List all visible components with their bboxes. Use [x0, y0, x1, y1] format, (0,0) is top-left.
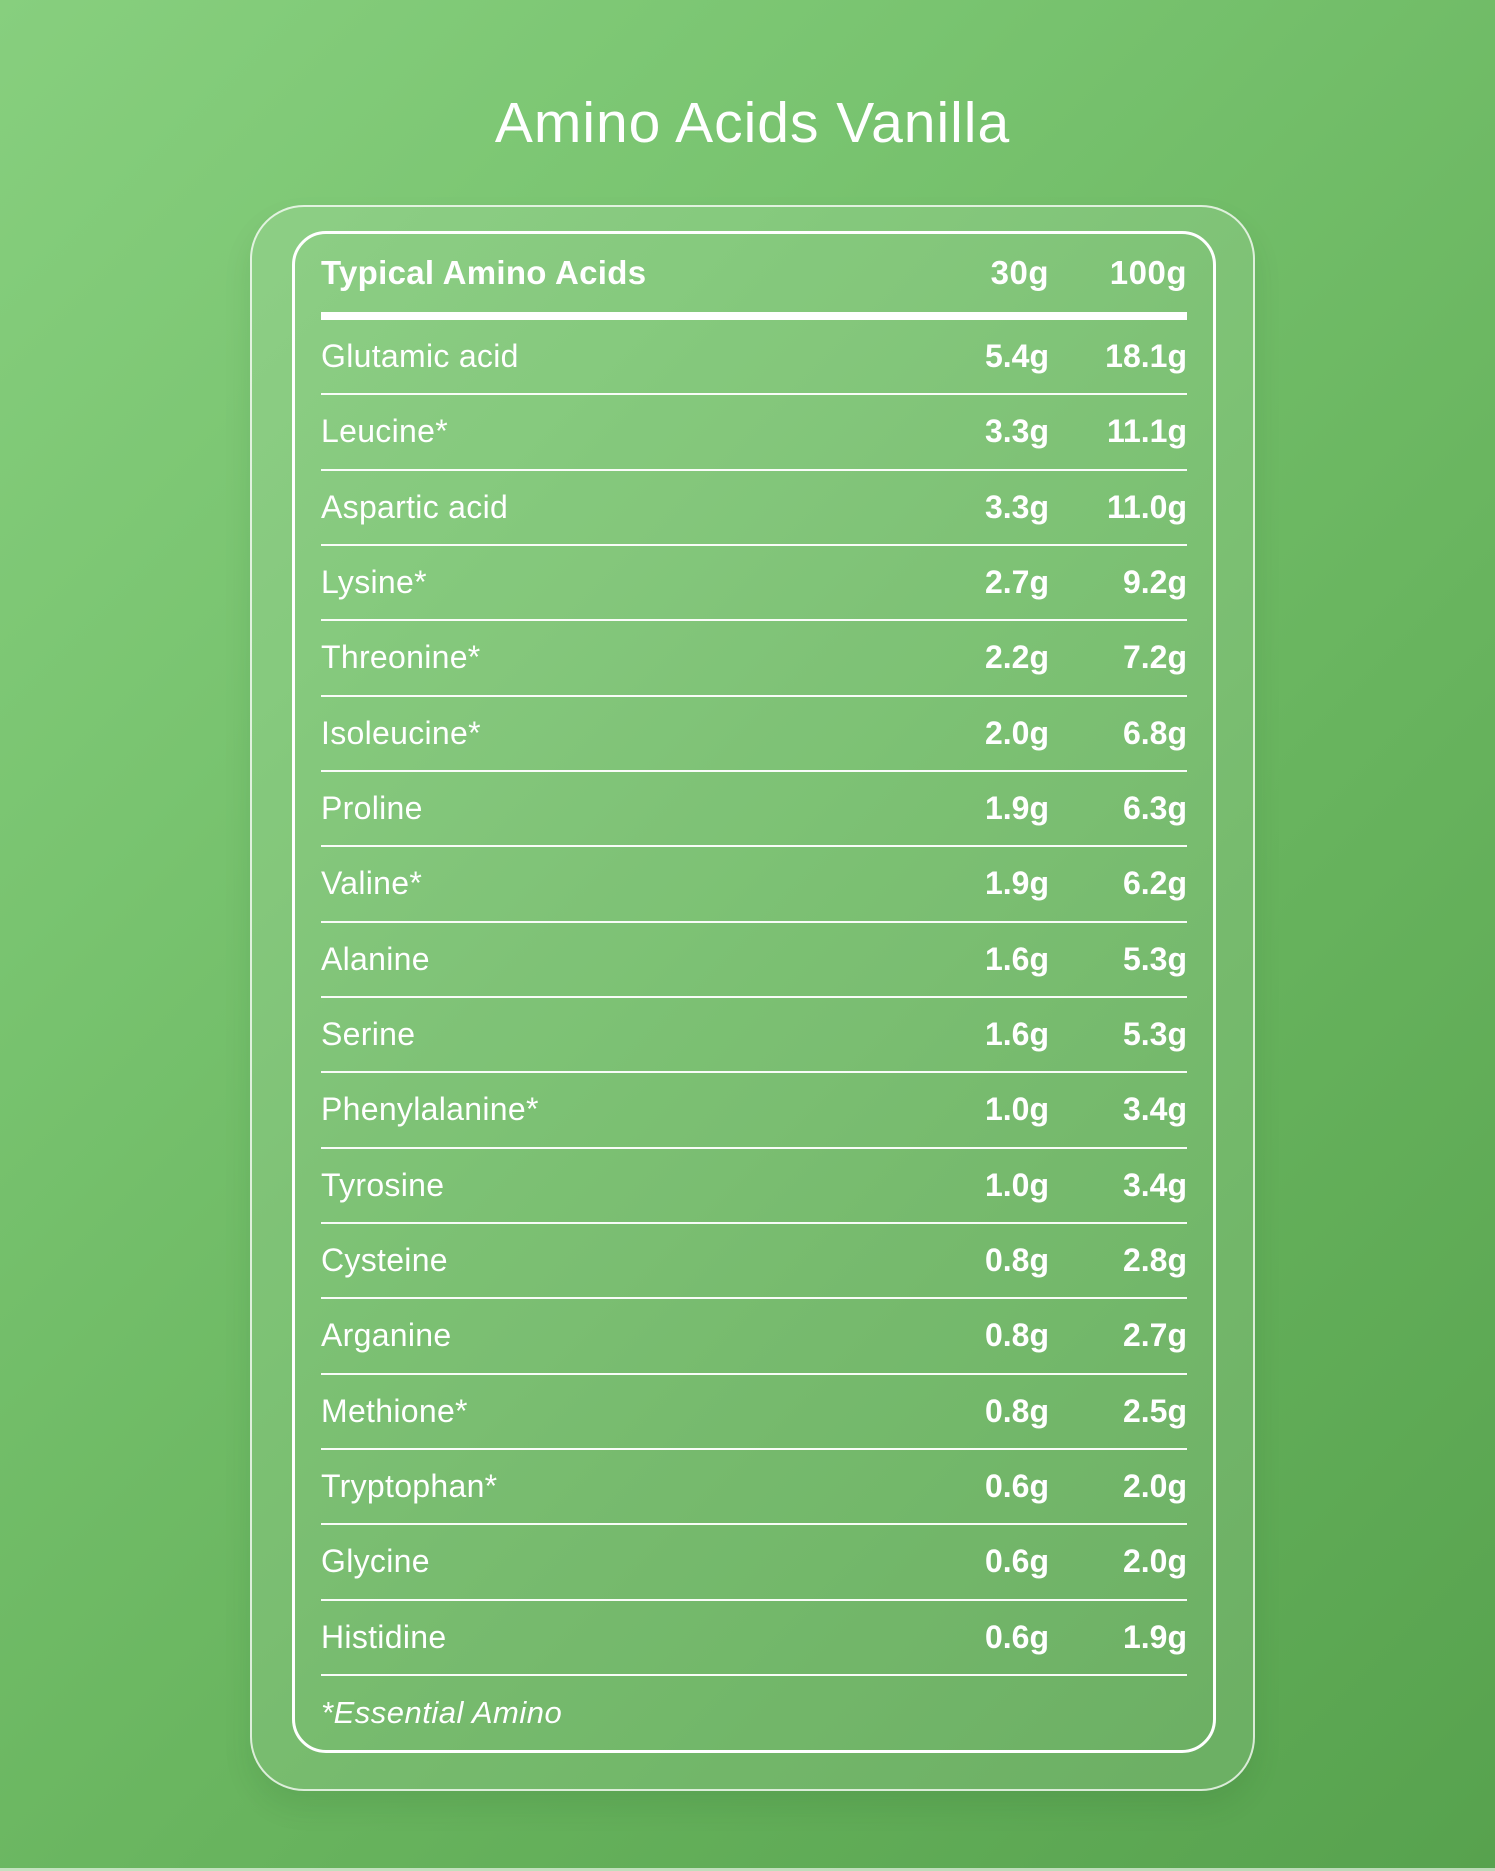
value-100g: 5.3g: [1122, 940, 1187, 977]
amino-acid-name: Methione*: [321, 1392, 468, 1429]
value-100g: 18.1g: [1105, 338, 1187, 375]
table-row: Aspartic acid 3.3g 11.0g: [321, 468, 1187, 544]
table-body: Glutamic acid 5.4g 18.1g Leucine* 3.3g 1…: [321, 320, 1187, 1674]
column-header-30g: 30g: [990, 254, 1049, 291]
amino-acid-name: Proline: [321, 790, 423, 827]
table-row: Arganine 0.8g 2.7g: [321, 1297, 1187, 1372]
header-divider: [321, 312, 1187, 320]
value-30g: 1.6g: [984, 1016, 1049, 1053]
value-100g: 2.7g: [1122, 1317, 1187, 1354]
table-row: Threonine* 2.2g 7.2g: [321, 619, 1187, 694]
amino-acid-name: Leucine*: [321, 413, 448, 450]
table-row: Cysteine 0.8g 2.8g: [321, 1221, 1187, 1297]
value-100g: 3.4g: [1122, 1091, 1187, 1128]
amino-acid-name: Serine: [321, 1016, 416, 1053]
amino-acids-table: Typical Amino Acids 30g 100g Glutamic ac…: [292, 231, 1216, 1753]
table-row: Tryptophan* 0.6g 2.0g: [321, 1447, 1187, 1523]
table-row: Phenylalanine* 1.0g 3.4g: [321, 1071, 1187, 1146]
value-100g: 3.4g: [1122, 1166, 1187, 1203]
value-30g: 1.0g: [984, 1091, 1049, 1128]
value-30g: 1.9g: [984, 790, 1049, 827]
table-row: Valine* 1.9g 6.2g: [321, 845, 1187, 920]
value-100g: 7.2g: [1122, 639, 1187, 676]
value-30g: 1.0g: [984, 1166, 1049, 1203]
value-30g: 3.3g: [984, 413, 1049, 450]
value-30g: 0.8g: [984, 1392, 1049, 1429]
value-100g: 2.8g: [1122, 1242, 1187, 1279]
amino-acid-name: Tyrosine: [321, 1166, 445, 1203]
value-30g: 1.6g: [984, 940, 1049, 977]
amino-acid-name: Valine*: [321, 865, 423, 902]
table-row: Histidine 0.6g 1.9g: [321, 1598, 1187, 1674]
table-row: Glycine 0.6g 2.0g: [321, 1523, 1187, 1598]
value-100g: 11.0g: [1106, 488, 1187, 525]
value-30g: 1.9g: [984, 865, 1049, 902]
table-footnote-row: *Essential Amino: [321, 1674, 1187, 1750]
amino-acid-name: Alanine: [321, 940, 430, 977]
table-row: Methione* 0.8g 2.5g: [321, 1372, 1187, 1448]
value-100g: 5.3g: [1122, 1016, 1187, 1053]
amino-acid-name: Threonine*: [321, 639, 481, 676]
value-100g: 2.0g: [1122, 1543, 1187, 1580]
value-30g: 2.2g: [984, 639, 1049, 676]
value-30g: 0.6g: [984, 1543, 1049, 1580]
value-100g: 2.0g: [1122, 1468, 1187, 1505]
amino-acid-name: Histidine: [321, 1618, 447, 1655]
amino-acid-name: Phenylalanine*: [321, 1091, 539, 1128]
amino-acid-name: Tryptophan*: [321, 1468, 498, 1505]
table-row: Tyrosine 1.0g 3.4g: [321, 1146, 1187, 1222]
page-title: Amino Acids Vanilla: [494, 91, 1011, 155]
table-row: Leucine* 3.3g 11.1g: [321, 393, 1187, 468]
column-header-100g: 100g: [1109, 254, 1187, 291]
value-100g: 6.3g: [1122, 790, 1187, 827]
value-30g: 0.8g: [984, 1317, 1049, 1354]
value-30g: 5.4g: [984, 338, 1049, 375]
value-30g: 2.7g: [984, 564, 1049, 601]
amino-acid-name: Glycine: [321, 1543, 430, 1580]
table-row: Serine 1.6g 5.3g: [321, 995, 1187, 1071]
amino-acid-name: Isoleucine*: [321, 714, 481, 751]
value-100g: 2.5g: [1122, 1392, 1187, 1429]
value-30g: 3.3g: [984, 488, 1049, 525]
table-row: Alanine 1.6g 5.3g: [321, 920, 1187, 996]
amino-acid-name: Aspartic acid: [321, 488, 509, 525]
value-30g: 0.6g: [984, 1468, 1049, 1505]
value-30g: 0.8g: [984, 1242, 1049, 1279]
value-30g: 0.6g: [984, 1618, 1049, 1655]
table-row: Glutamic acid 5.4g 18.1g: [321, 320, 1187, 393]
amino-acid-name: Glutamic acid: [321, 338, 519, 375]
table-row: Isoleucine* 2.0g 6.8g: [321, 694, 1187, 770]
bottom-edge-strip: [0, 1868, 1495, 1871]
value-100g: 11.1g: [1106, 413, 1187, 450]
table-row: Lysine* 2.7g 9.2g: [321, 543, 1187, 619]
table-header-row: Typical Amino Acids 30g 100g: [321, 234, 1187, 312]
amino-acid-name: Arganine: [321, 1317, 452, 1354]
essential-amino-footnote: *Essential Amino: [321, 1695, 563, 1730]
table-header-label: Typical Amino Acids: [321, 254, 647, 291]
value-30g: 2.0g: [984, 714, 1049, 751]
value-100g: 1.9g: [1122, 1618, 1187, 1655]
table-row: Proline 1.9g 6.3g: [321, 769, 1187, 845]
value-100g: 6.2g: [1122, 865, 1187, 902]
value-100g: 9.2g: [1122, 564, 1187, 601]
amino-acid-name: Lysine*: [321, 564, 427, 601]
amino-acid-name: Cysteine: [321, 1242, 448, 1279]
value-100g: 6.8g: [1122, 714, 1187, 751]
